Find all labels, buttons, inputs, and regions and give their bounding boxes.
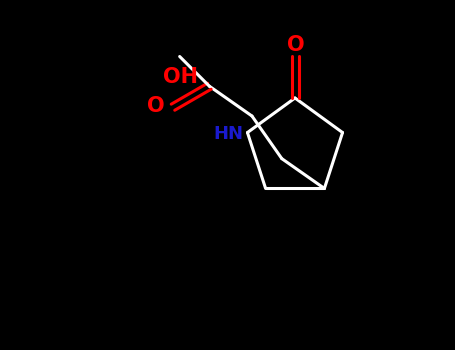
Text: OH: OH (163, 66, 198, 86)
Text: HN: HN (213, 125, 243, 142)
Text: O: O (287, 35, 305, 55)
Text: O: O (147, 96, 165, 116)
